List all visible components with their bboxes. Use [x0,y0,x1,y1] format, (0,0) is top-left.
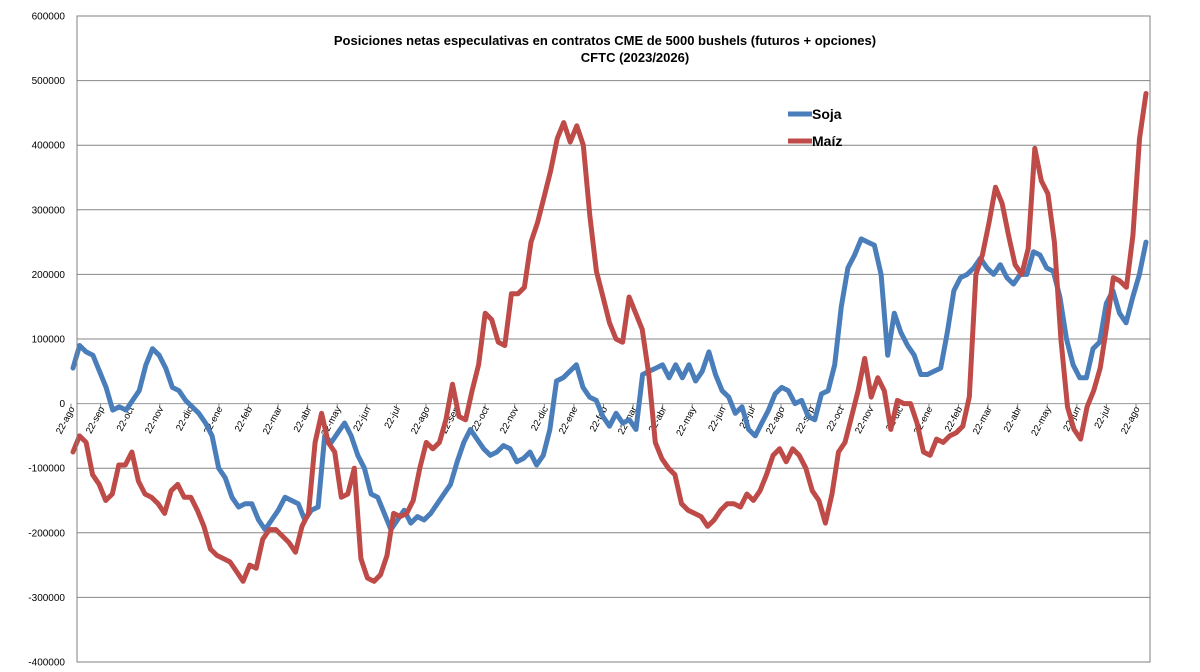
y-tick-label: -400000 [28,658,65,669]
chart-title: Posiciones netas especulativas en contra… [334,33,876,48]
series-line-maiz [70,91,1149,584]
legend-label-soja: Soja [812,106,842,122]
y-tick-label: 600000 [32,12,66,23]
y-tick-label: -100000 [28,464,65,475]
legend: Soja Maíz [788,106,842,149]
y-axis-ticks: -400000 -300000 -200000 -100000 0 100000 20000… [28,12,65,669]
y-tick-label: 500000 [32,76,66,87]
y-tick-label: -200000 [28,528,65,539]
chart-subtitle: CFTC (2023/2026) [581,50,689,65]
y-tick-label: 400000 [32,141,66,152]
plot-area-border [76,15,1151,663]
y-tick-label: 300000 [32,205,66,216]
y-tick-label: -300000 [28,593,65,604]
series-line-soja [70,236,1149,533]
legend-label-maiz: Maíz [812,133,842,149]
y-tick-label: 0 [59,399,65,410]
y-tick-label: 200000 [32,270,66,281]
y-tick-label: 100000 [32,335,66,346]
series-lines [70,91,1149,584]
